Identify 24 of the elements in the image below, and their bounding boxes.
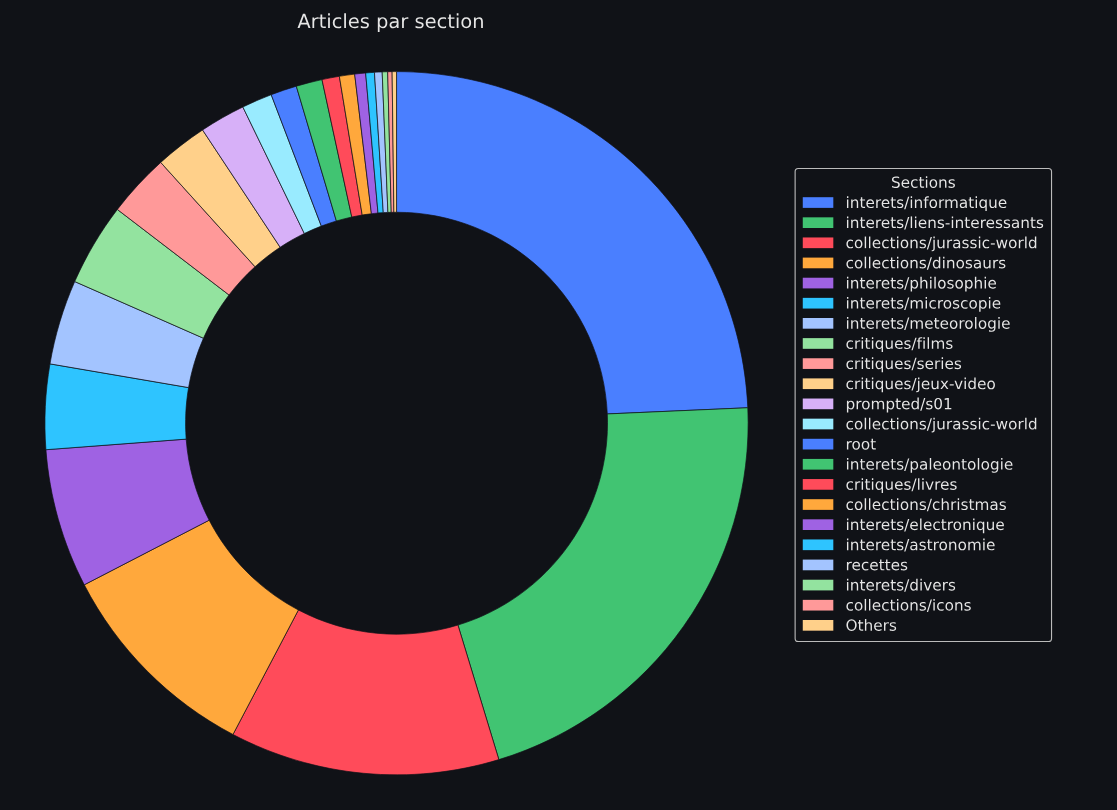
legend-label: critiques/series — [846, 357, 962, 373]
legend-label: interets/liens-interessants — [846, 216, 1044, 230]
legend-label: collections/jurassic-world — [846, 417, 1037, 433]
legend-label: interets/philosophie — [846, 276, 997, 292]
legend-label: interets/astronomie — [846, 538, 995, 552]
legend-label: Others — [846, 619, 897, 631]
legend-label: interets/informatique — [846, 196, 1007, 212]
legend-title: Sections — [891, 176, 955, 188]
legend-label: interets/electronique — [846, 518, 1004, 534]
legend-label: collections/jurassic-world — [846, 236, 1037, 252]
legend-label: critiques/livres — [846, 478, 957, 493]
legend-label: critiques/jeux-video — [846, 377, 995, 393]
legend-label: interets/paleontologie — [846, 458, 1013, 473]
legend-label: interets/meteorologie — [846, 317, 1010, 332]
legend-label: interets/divers — [846, 578, 956, 592]
legend-label: collections/icons — [846, 598, 971, 612]
legend-label: collections/christmas — [846, 498, 1006, 512]
legend-label: prompted/s01 — [846, 397, 952, 413]
legend-label: collections/dinosaurs — [846, 256, 1006, 270]
legend-label: interets/microscopie — [846, 296, 1001, 312]
legend-label: recettes — [846, 559, 908, 571]
chart-title: Articles par section — [297, 13, 483, 33]
legend-label: critiques/films — [846, 337, 953, 352]
legend-label: root — [846, 438, 876, 450]
